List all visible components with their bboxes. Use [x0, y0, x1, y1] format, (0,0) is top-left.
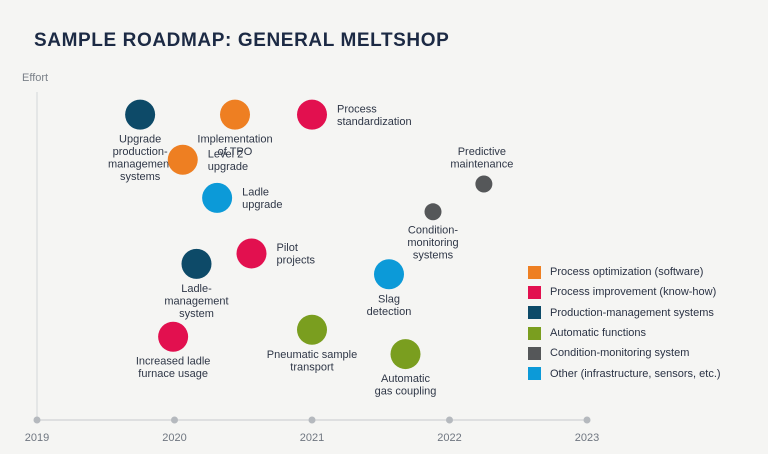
- legend: Process optimization (software) Process i…: [528, 262, 721, 384]
- point-label: production-: [113, 146, 168, 158]
- y-axis-label: Effort: [22, 72, 48, 84]
- point-label: upgrade: [208, 161, 248, 173]
- legend-swatch: [528, 306, 541, 320]
- point-label: Pneumatic sample: [267, 349, 358, 361]
- point-label: Ladle: [242, 187, 269, 199]
- legend-item: Automatic functions: [528, 323, 721, 343]
- point-label: standardization: [337, 116, 412, 128]
- point-label: Upgrade: [119, 134, 161, 146]
- x-tick-marker: [171, 416, 178, 424]
- point-label: projects: [277, 255, 316, 267]
- point-marker: [236, 238, 267, 269]
- point-label: system: [179, 308, 214, 320]
- point-label: Automatic: [381, 373, 430, 385]
- point-marker: [390, 339, 421, 370]
- x-tick-marker: [446, 416, 453, 424]
- point-marker: [475, 175, 493, 193]
- point-label: Slag: [378, 293, 400, 305]
- point-label: Process: [337, 103, 377, 115]
- x-tick-label: 2022: [437, 432, 461, 444]
- point-label: systems: [413, 249, 454, 261]
- point-label: Implementation: [197, 134, 272, 146]
- point-label: transport: [290, 361, 333, 373]
- legend-item: Condition-monitoring system: [528, 343, 721, 363]
- x-tick-label: 2021: [300, 432, 324, 444]
- point-marker: [167, 144, 198, 175]
- legend-swatch: [528, 346, 541, 360]
- point-marker: [424, 203, 442, 221]
- legend-label: Process optimization (software): [550, 266, 704, 279]
- legend-item: Process improvement (know-how): [528, 282, 721, 302]
- point-marker: [125, 99, 156, 130]
- legend-label: Process improvement (know-how): [550, 286, 717, 299]
- x-tick-marker: [33, 416, 41, 424]
- legend-label: Automatic functions: [550, 327, 646, 340]
- legend-label: Condition-monitoring system: [550, 347, 690, 360]
- point-label: monitoring: [407, 237, 458, 249]
- legend-label: Other (infrastructure, sensors, etc.): [550, 367, 721, 380]
- chart-title: SAMPLE ROADMAP: GENERAL MELTSHOP: [34, 30, 450, 51]
- axes: Effort 2019 2020 2021 2022 2023: [22, 72, 599, 444]
- x-tick-label: 2023: [575, 432, 599, 444]
- point-label: systems: [120, 171, 161, 183]
- data-points: Upgradeproduction-managementsystemsImple…: [108, 99, 513, 398]
- x-tick-label: 2019: [25, 432, 49, 444]
- legend-swatch: [528, 367, 541, 381]
- legend-swatch: [528, 326, 541, 340]
- point-label: Increased ladle: [136, 356, 211, 368]
- x-tick-marker: [308, 416, 316, 424]
- legend-item: Process optimization (software): [528, 262, 721, 282]
- legend-swatch: [528, 265, 541, 279]
- legend-label: Production-management systems: [550, 306, 714, 319]
- point-label: Condition-: [408, 224, 458, 236]
- x-tick-label: 2020: [162, 432, 186, 444]
- point-marker: [202, 182, 233, 213]
- point-label: detection: [367, 306, 412, 318]
- point-marker: [220, 99, 250, 130]
- point-label: upgrade: [242, 199, 282, 211]
- legend-item: Other (infrastructure, sensors, etc.): [528, 363, 721, 383]
- point-label: of TPO: [218, 146, 253, 158]
- x-tick-marker: [583, 416, 591, 424]
- point-label: maintenance: [450, 159, 513, 171]
- point-label: management: [164, 295, 228, 307]
- point-marker: [297, 99, 327, 130]
- legend-swatch: [528, 285, 541, 299]
- point-label: management: [108, 159, 172, 171]
- point-label: furnace usage: [138, 368, 208, 380]
- point-label: Pilot: [277, 242, 298, 254]
- point-marker: [297, 314, 327, 345]
- point-label: Level 2: [208, 149, 243, 161]
- legend-item: Production-management systems: [528, 303, 721, 323]
- point-label: Predictive: [458, 146, 506, 158]
- point-marker: [158, 321, 189, 352]
- point-label: gas coupling: [375, 386, 437, 398]
- point-marker: [374, 259, 404, 290]
- point-marker: [181, 248, 212, 279]
- point-label: Ladle-: [181, 283, 212, 295]
